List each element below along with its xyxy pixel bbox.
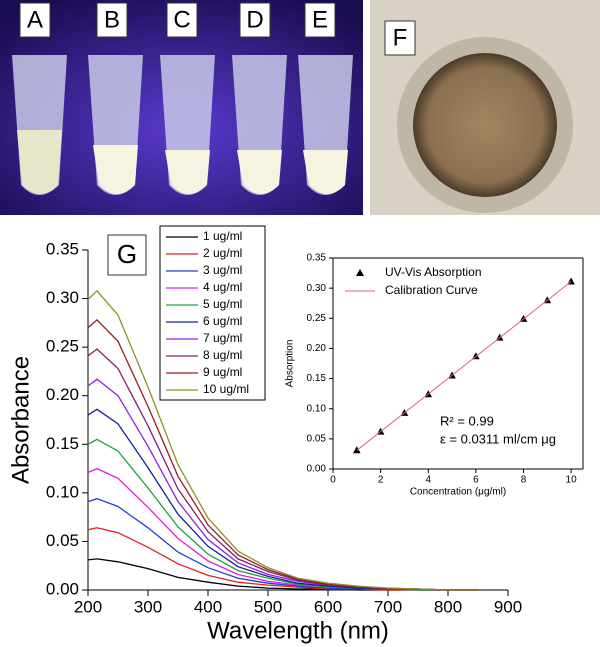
x-tick-label: 8	[521, 475, 527, 486]
legend-label: 6 ug/ml	[203, 314, 242, 328]
x-tick-label: 10	[566, 475, 578, 486]
y-tick-label: 0.05	[46, 531, 79, 550]
legend-swatch	[356, 269, 364, 276]
legend-label: UV-Vis Absorption	[385, 265, 482, 279]
series-line	[87, 438, 478, 591]
y-tick-label: 0.25	[307, 313, 327, 324]
panel-label-box	[19, 2, 51, 38]
x-tick-label: 200	[74, 597, 102, 616]
series-line	[356, 281, 572, 451]
x-tick-label: 0	[330, 475, 336, 486]
y-tick-label: 0.35	[307, 253, 327, 264]
y-tick-label: 0.15	[46, 434, 79, 453]
y-tick-label: 0.05	[307, 433, 327, 444]
x-tick-label: 600	[314, 597, 342, 616]
y-tick-label: 0.00	[46, 579, 79, 598]
legend-label: 7 ug/ml	[203, 331, 242, 345]
y-tick-label: 0.20	[307, 343, 327, 354]
annotation: R² = 0.99	[440, 413, 494, 428]
legend-label: 1 ug/ml	[203, 229, 242, 243]
y-tick-label: 0.10	[307, 403, 327, 414]
y-axis-label: Absorbance	[7, 356, 34, 484]
x-tick-label: 700	[374, 597, 402, 616]
x-tick-label: 900	[494, 597, 522, 616]
x-axis-label: Concentration (μg/ml)	[410, 487, 506, 498]
x-axis-label: Wavelength (nm)	[207, 617, 389, 644]
legend-label: 8 ug/ml	[203, 348, 242, 362]
x-tick-label: 6	[473, 475, 479, 486]
legend-label: Calibration Curve	[385, 283, 478, 297]
annotation: ε = 0.0311 ml/cm μg	[440, 431, 556, 446]
x-tick-label: 4	[425, 475, 431, 486]
panel-label: E	[312, 6, 328, 33]
panel-label-box	[304, 2, 336, 38]
x-tick-label: 300	[134, 597, 162, 616]
legend-box	[159, 225, 266, 401]
panel-label-box	[166, 2, 198, 38]
legend-label: 4 ug/ml	[203, 280, 242, 294]
legend-label: 3 ug/ml	[203, 263, 242, 277]
y-tick-label: 0.10	[46, 482, 79, 501]
inset-frame	[333, 258, 583, 469]
panel-label-box	[239, 2, 271, 38]
x-tick-label: 500	[254, 597, 282, 616]
y-tick-label: 0.00	[307, 464, 327, 475]
panel-label-box	[96, 2, 128, 38]
panel-label: F	[393, 24, 408, 51]
y-tick-label: 0.30	[46, 288, 79, 307]
legend-label: 2 ug/ml	[203, 246, 242, 260]
photo-well	[370, 0, 600, 215]
y-axis-label: Absorption	[285, 340, 296, 388]
x-tick-label: 800	[434, 597, 462, 616]
panel-label: G	[117, 239, 137, 269]
panel-label: B	[104, 6, 120, 33]
panel-label: A	[27, 6, 43, 33]
panel-label: D	[246, 6, 263, 33]
legend-label: 5 ug/ml	[203, 297, 242, 311]
y-tick-label: 0.25	[46, 337, 79, 356]
y-tick-label: 0.20	[46, 385, 79, 404]
panel-label-box	[107, 234, 147, 276]
y-tick-label: 0.15	[307, 373, 327, 384]
legend-label: 9 ug/ml	[203, 365, 242, 379]
series-line	[87, 289, 478, 591]
panel-label: C	[173, 6, 190, 33]
y-tick-label: 0.35	[46, 239, 79, 258]
legend-label: 10 ug/ml	[203, 382, 249, 396]
y-tick-label: 0.30	[307, 283, 327, 294]
panel-label-box	[384, 20, 416, 56]
x-tick-label: 2	[378, 475, 384, 486]
x-tick-label: 400	[194, 597, 222, 616]
